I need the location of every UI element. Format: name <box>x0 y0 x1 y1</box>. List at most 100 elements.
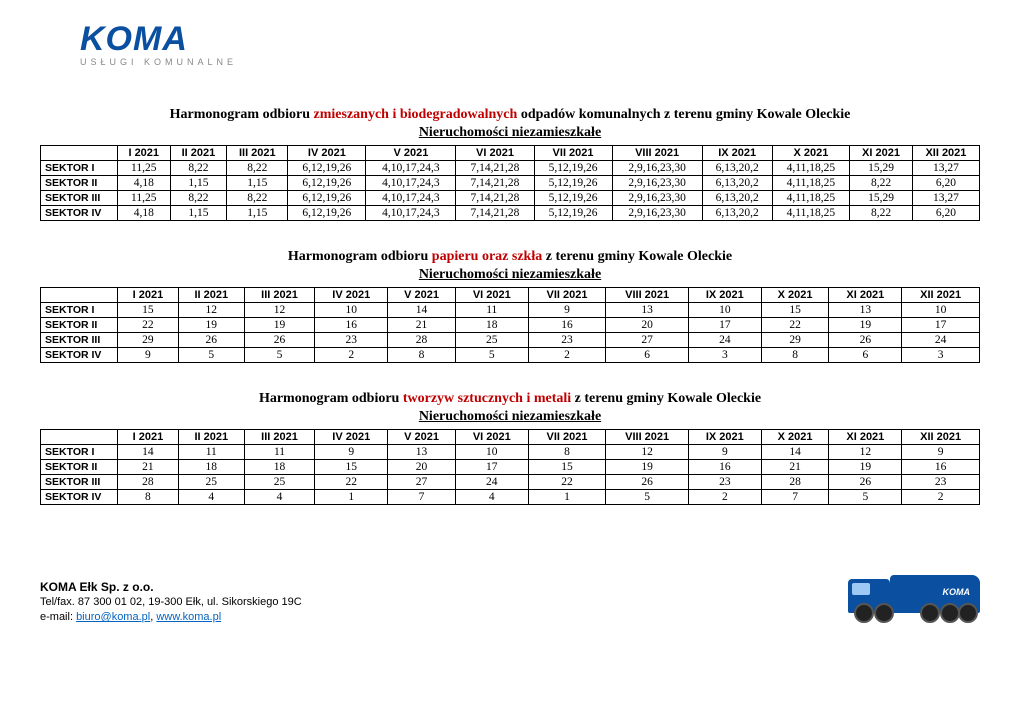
date-cell: 16 <box>902 460 980 475</box>
date-cell: 6 <box>829 348 902 363</box>
section-title: Harmonogram odbioru papieru oraz szkła z… <box>40 249 980 265</box>
table-row: SEKTOR III11,258,228,226,12,19,264,10,17… <box>41 191 980 206</box>
date-cell: 19 <box>829 318 902 333</box>
date-cell: 18 <box>178 460 244 475</box>
month-header: VII 2021 <box>534 146 612 161</box>
date-cell: 1,15 <box>227 176 288 191</box>
date-cell: 15 <box>118 303 179 318</box>
date-cell: 14 <box>761 445 829 460</box>
table-row: SEKTOR I14111191310812914129 <box>41 445 980 460</box>
date-cell: 4,10,17,24,3 <box>366 176 456 191</box>
date-cell: 8,22 <box>227 161 288 176</box>
date-cell: 22 <box>528 475 606 490</box>
month-header: X 2021 <box>772 146 849 161</box>
month-header: VI 2021 <box>455 430 528 445</box>
highlight-text: papieru oraz szkła <box>432 249 542 264</box>
date-cell: 29 <box>761 333 829 348</box>
schedule-table: I 2021II 2021III 2021IV 2021V 2021VI 202… <box>40 429 980 505</box>
date-cell: 6,13,20,2 <box>702 206 772 221</box>
date-cell: 2 <box>688 490 761 505</box>
date-cell: 8 <box>118 490 179 505</box>
month-header: IX 2021 <box>688 288 761 303</box>
date-cell: 27 <box>388 475 456 490</box>
date-cell: 26 <box>829 333 902 348</box>
section-subtitle: Nieruchomości niezamieszkałe <box>40 409 980 425</box>
month-header: III 2021 <box>244 288 315 303</box>
table-row: SEKTOR II211818152017151916211916 <box>41 460 980 475</box>
logo-subtext: USŁUGI KOMUNALNE <box>80 57 980 67</box>
date-cell: 7,14,21,28 <box>456 206 534 221</box>
month-header: V 2021 <box>388 288 456 303</box>
date-cell: 10 <box>688 303 761 318</box>
sector-label: SEKTOR II <box>41 318 118 333</box>
web-link[interactable]: www.koma.pl <box>156 611 221 623</box>
date-cell: 18 <box>455 318 528 333</box>
date-cell: 13 <box>829 303 902 318</box>
sector-label: SEKTOR III <box>41 191 118 206</box>
date-cell: 25 <box>178 475 244 490</box>
month-header: XII 2021 <box>902 430 980 445</box>
date-cell: 3 <box>688 348 761 363</box>
date-cell: 9 <box>118 348 179 363</box>
date-cell: 20 <box>388 460 456 475</box>
email-link[interactable]: biuro@koma.pl <box>76 611 150 623</box>
month-header: VII 2021 <box>528 288 606 303</box>
date-cell: 15,29 <box>850 161 913 176</box>
date-cell: 22 <box>315 475 388 490</box>
date-cell: 2 <box>528 348 606 363</box>
date-cell: 15 <box>528 460 606 475</box>
company-name: KOMA Ełk Sp. z o.o. <box>40 579 302 595</box>
month-header: V 2021 <box>366 146 456 161</box>
date-cell: 8,22 <box>850 176 913 191</box>
date-cell: 5 <box>455 348 528 363</box>
date-cell: 8 <box>528 445 606 460</box>
date-cell: 4 <box>178 490 244 505</box>
date-cell: 5,12,19,26 <box>534 161 612 176</box>
date-cell: 5 <box>244 348 315 363</box>
date-cell: 11 <box>455 303 528 318</box>
date-cell: 1,15 <box>227 206 288 221</box>
section-title: Harmonogram odbioru zmieszanych i biodeg… <box>40 107 980 123</box>
date-cell: 9 <box>688 445 761 460</box>
sector-label: SEKTOR I <box>41 161 118 176</box>
date-cell: 26 <box>244 333 315 348</box>
month-header: II 2021 <box>178 288 244 303</box>
table-row: SEKTOR II4,181,151,156,12,19,264,10,17,2… <box>41 176 980 191</box>
date-cell: 1 <box>528 490 606 505</box>
date-cell: 28 <box>118 475 179 490</box>
date-cell: 8,22 <box>170 161 227 176</box>
truck-icon: KOMA <box>840 565 980 625</box>
date-cell: 8,22 <box>170 191 227 206</box>
date-cell: 27 <box>606 333 689 348</box>
month-header: XII 2021 <box>912 146 979 161</box>
month-header: I 2021 <box>118 146 171 161</box>
date-cell: 10 <box>902 303 980 318</box>
month-header: I 2021 <box>118 430 179 445</box>
date-cell: 14 <box>388 303 456 318</box>
date-cell: 15,29 <box>850 191 913 206</box>
date-cell: 5,12,19,26 <box>534 191 612 206</box>
date-cell: 17 <box>688 318 761 333</box>
month-header: XI 2021 <box>829 288 902 303</box>
date-cell: 13,27 <box>912 161 979 176</box>
date-cell: 9 <box>528 303 606 318</box>
month-header: VIII 2021 <box>606 430 689 445</box>
date-cell: 24 <box>455 475 528 490</box>
sector-label: SEKTOR II <box>41 176 118 191</box>
month-header: IV 2021 <box>315 288 388 303</box>
date-cell: 22 <box>118 318 179 333</box>
date-cell: 4 <box>455 490 528 505</box>
section-subtitle: Nieruchomości niezamieszkałe <box>40 267 980 283</box>
date-cell: 4,11,18,25 <box>772 191 849 206</box>
month-header: XI 2021 <box>850 146 913 161</box>
date-cell: 4,10,17,24,3 <box>366 191 456 206</box>
date-cell: 28 <box>761 475 829 490</box>
sector-label: SEKTOR III <box>41 333 118 348</box>
month-header: X 2021 <box>761 430 829 445</box>
sector-label: SEKTOR IV <box>41 206 118 221</box>
sector-label: SEKTOR I <box>41 445 118 460</box>
schedule-table: I 2021II 2021III 2021IV 2021V 2021VI 202… <box>40 145 980 221</box>
date-cell: 12 <box>178 303 244 318</box>
date-cell: 5 <box>829 490 902 505</box>
month-header: VI 2021 <box>455 288 528 303</box>
